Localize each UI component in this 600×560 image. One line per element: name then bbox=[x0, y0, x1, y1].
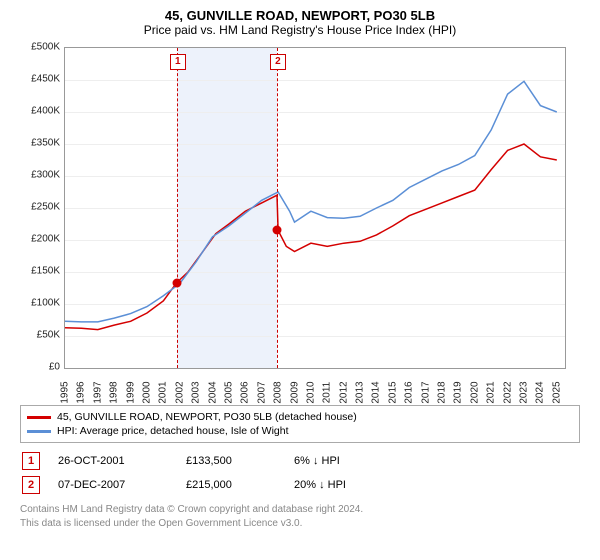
x-tick-label: 2004 bbox=[207, 381, 218, 403]
x-tick-label: 1996 bbox=[76, 381, 87, 403]
x-tick-label: 2013 bbox=[355, 381, 366, 403]
event-row: 1 26-OCT-2001 £133,500 6% ↓ HPI bbox=[20, 449, 580, 473]
x-tick-label: 2009 bbox=[289, 381, 300, 403]
legend-label: HPI: Average price, detached house, Isle… bbox=[57, 425, 289, 437]
y-tick-label: £300K bbox=[20, 170, 60, 181]
x-tick-label: 2025 bbox=[551, 381, 562, 403]
x-tick-label: 2022 bbox=[502, 381, 513, 403]
chart-subtitle: Price paid vs. HM Land Registry's House … bbox=[6, 23, 594, 37]
x-tick-label: 2000 bbox=[141, 381, 152, 403]
y-tick-label: £450K bbox=[20, 74, 60, 85]
event-price: £215,000 bbox=[186, 479, 276, 491]
x-tick-label: 2016 bbox=[404, 381, 415, 403]
footer-line: Contains HM Land Registry data © Crown c… bbox=[20, 503, 580, 517]
y-tick-label: £500K bbox=[20, 42, 60, 53]
x-tick-label: 2005 bbox=[223, 381, 234, 403]
legend-swatch bbox=[27, 416, 51, 419]
event-price: £133,500 bbox=[186, 455, 276, 467]
event-dot bbox=[172, 278, 181, 287]
x-tick-label: 2014 bbox=[371, 381, 382, 403]
y-tick-label: £200K bbox=[20, 234, 60, 245]
x-tick-label: 1995 bbox=[60, 381, 71, 403]
y-tick-label: £350K bbox=[20, 138, 60, 149]
legend-item-hpi: HPI: Average price, detached house, Isle… bbox=[27, 424, 573, 438]
y-tick-label: £150K bbox=[20, 266, 60, 277]
x-tick-label: 1997 bbox=[92, 381, 103, 403]
y-tick-label: £0 bbox=[20, 362, 60, 373]
x-tick-label: 2024 bbox=[535, 381, 546, 403]
legend-item-property: 45, GUNVILLE ROAD, NEWPORT, PO30 5LB (de… bbox=[27, 410, 573, 424]
line-series-svg bbox=[65, 48, 565, 368]
event-number-badge: 1 bbox=[22, 452, 40, 470]
y-tick-label: £400K bbox=[20, 106, 60, 117]
series-line-hpi bbox=[65, 81, 557, 322]
x-tick-label: 2018 bbox=[437, 381, 448, 403]
events-table: 1 26-OCT-2001 £133,500 6% ↓ HPI 2 07-DEC… bbox=[20, 449, 580, 497]
x-tick-label: 2020 bbox=[469, 381, 480, 403]
x-tick-label: 2017 bbox=[420, 381, 431, 403]
legend: 45, GUNVILLE ROAD, NEWPORT, PO30 5LB (de… bbox=[20, 405, 580, 443]
event-date: 26-OCT-2001 bbox=[58, 455, 168, 467]
x-tick-label: 2012 bbox=[338, 381, 349, 403]
legend-label: 45, GUNVILLE ROAD, NEWPORT, PO30 5LB (de… bbox=[57, 411, 357, 423]
series-line-property bbox=[65, 144, 557, 330]
x-tick-label: 2019 bbox=[453, 381, 464, 403]
plot-region: 12 1995199619971998199920002001200220032… bbox=[64, 47, 566, 369]
x-tick-label: 2001 bbox=[158, 381, 169, 403]
x-tick-label: 1998 bbox=[109, 381, 120, 403]
attribution-footer: Contains HM Land Registry data © Crown c… bbox=[20, 503, 580, 530]
x-tick-label: 2015 bbox=[387, 381, 398, 403]
event-row: 2 07-DEC-2007 £215,000 20% ↓ HPI bbox=[20, 473, 580, 497]
footer-line: This data is licensed under the Open Gov… bbox=[20, 517, 580, 531]
x-tick-label: 2002 bbox=[174, 381, 185, 403]
event-delta: 20% ↓ HPI bbox=[294, 479, 346, 491]
x-tick-label: 2008 bbox=[273, 381, 284, 403]
chart-title: 45, GUNVILLE ROAD, NEWPORT, PO30 5LB bbox=[6, 8, 594, 23]
event-delta: 6% ↓ HPI bbox=[294, 455, 340, 467]
x-tick-label: 2003 bbox=[191, 381, 202, 403]
x-tick-label: 2006 bbox=[240, 381, 251, 403]
event-marker-flag: 1 bbox=[170, 54, 186, 70]
x-tick-label: 1999 bbox=[125, 381, 136, 403]
legend-swatch bbox=[27, 430, 51, 433]
x-tick-label: 2007 bbox=[256, 381, 267, 403]
x-tick-label: 2011 bbox=[322, 382, 333, 404]
y-tick-label: £100K bbox=[20, 298, 60, 309]
y-tick-label: £250K bbox=[20, 202, 60, 213]
x-tick-label: 2021 bbox=[486, 381, 497, 403]
y-tick-label: £50K bbox=[20, 330, 60, 341]
x-tick-label: 2023 bbox=[519, 381, 530, 403]
chart-area: £0 £50K £100K £150K £200K £250K £300K £350K £400… bbox=[20, 41, 580, 401]
event-date: 07-DEC-2007 bbox=[58, 479, 168, 491]
event-marker-flag: 2 bbox=[270, 54, 286, 70]
event-number-badge: 2 bbox=[22, 476, 40, 494]
chart-container: { "title": "45, GUNVILLE ROAD, NEWPORT, … bbox=[0, 0, 600, 560]
x-tick-label: 2010 bbox=[305, 381, 316, 403]
event-dot bbox=[272, 226, 281, 235]
